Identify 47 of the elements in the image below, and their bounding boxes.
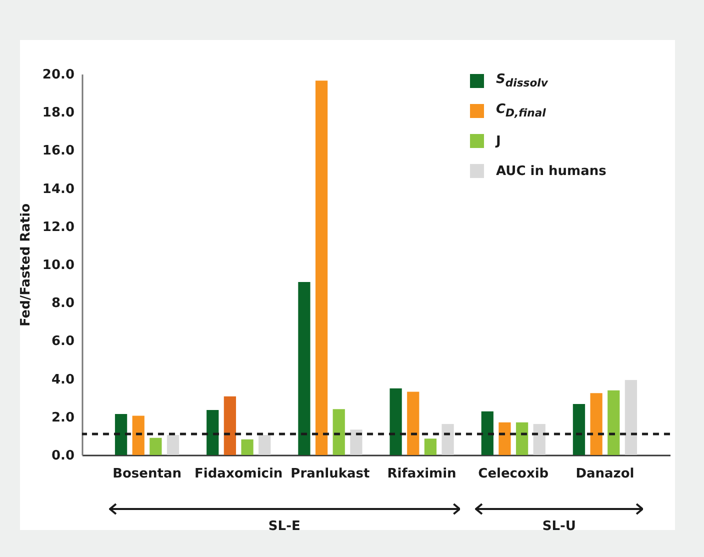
bar bbox=[533, 424, 546, 455]
bar bbox=[407, 392, 420, 455]
bar bbox=[516, 422, 528, 455]
x-tick-label: Rifaximin bbox=[387, 466, 456, 482]
bar bbox=[350, 430, 362, 455]
x-tick-label: Celecoxib bbox=[478, 466, 549, 482]
x-tick-label: Pranlukast bbox=[290, 466, 370, 482]
bar bbox=[590, 393, 602, 455]
bar bbox=[315, 80, 328, 455]
bar bbox=[241, 439, 254, 455]
bar bbox=[132, 416, 144, 455]
legend-label: S$_{dissolv}$ bbox=[496, 72, 548, 90]
x-tick-label: Bosentan bbox=[112, 466, 182, 482]
bar bbox=[150, 438, 162, 455]
legend-label: J bbox=[496, 134, 501, 148]
x-tick-label: Fidaxomicin bbox=[194, 466, 283, 482]
bar bbox=[481, 411, 494, 455]
y-tick-label: 6.0 bbox=[51, 334, 74, 350]
y-tick-label: 18.0 bbox=[42, 106, 74, 121]
bar bbox=[114, 414, 128, 455]
y-tick-label: 20.0 bbox=[42, 68, 74, 82]
bar bbox=[498, 422, 511, 455]
x-tick-label: Danazol bbox=[576, 466, 634, 482]
y-tick-label: 16.0 bbox=[42, 144, 74, 159]
bar bbox=[390, 388, 402, 455]
y-tick-label: 12.0 bbox=[42, 220, 74, 235]
text: SL-U bbox=[541, 519, 577, 534]
bar bbox=[332, 409, 345, 455]
bar bbox=[442, 424, 454, 455]
bar bbox=[258, 435, 271, 455]
bar bbox=[624, 380, 638, 455]
bar bbox=[608, 390, 620, 455]
bar bbox=[298, 282, 310, 455]
y-tick-label: 2.0 bbox=[51, 410, 74, 426]
bar bbox=[572, 404, 586, 455]
legend-label: C$_{D,final}$ bbox=[496, 102, 546, 120]
y-tick-label: 10.0 bbox=[42, 258, 74, 273]
text: SL-E bbox=[267, 519, 302, 534]
y-tick-label: 4.0 bbox=[51, 372, 74, 388]
bar bbox=[424, 438, 437, 455]
bar bbox=[206, 410, 219, 455]
bar bbox=[166, 435, 180, 455]
y-tick-label: 14.0 bbox=[42, 182, 74, 197]
legend-label: AUC in humans bbox=[496, 164, 606, 178]
y-tick-label: 0.0 bbox=[51, 448, 74, 464]
bar bbox=[224, 396, 236, 455]
y-tick-label: 8.0 bbox=[51, 296, 74, 312]
